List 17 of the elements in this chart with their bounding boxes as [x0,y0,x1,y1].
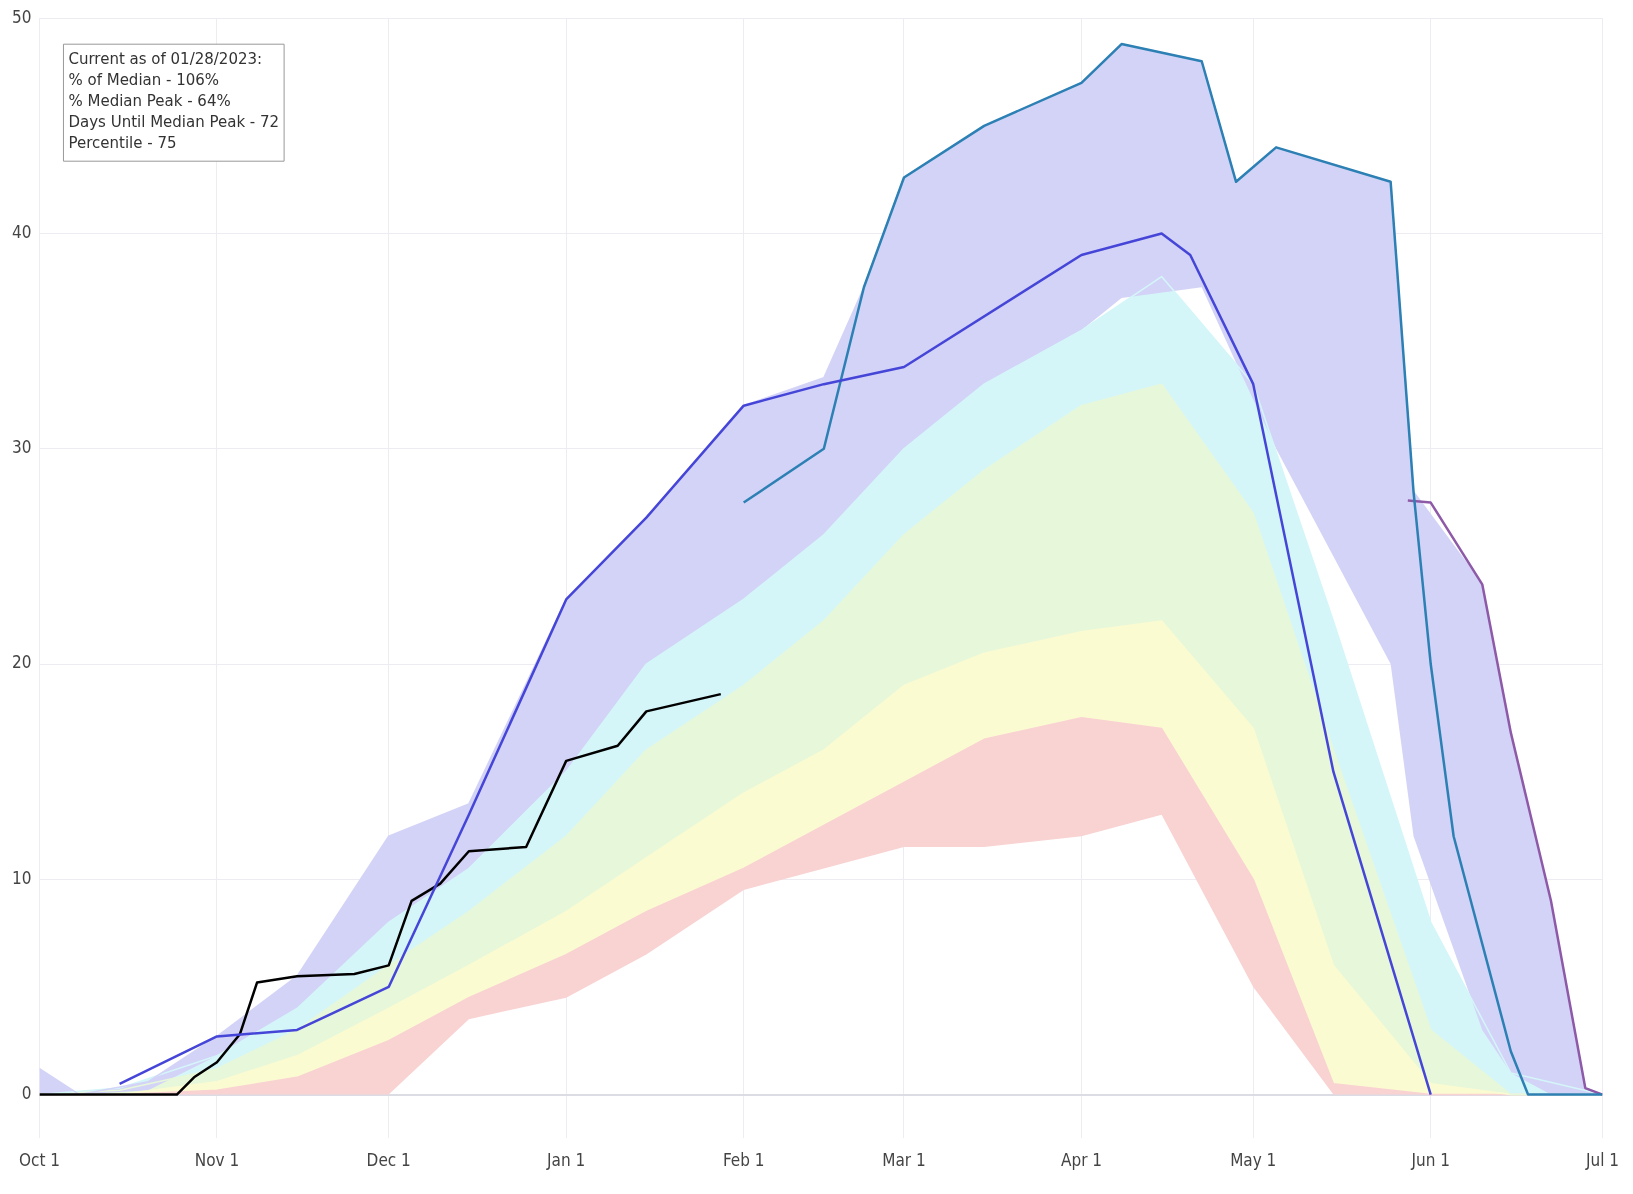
y-tick-label: 40 [11,221,32,242]
x-tick-label: Dec 1 [366,1150,411,1171]
x-tick-label: May 1 [1230,1150,1277,1171]
y-tick-label: 0 [21,1082,32,1103]
x-tick-label: Mar 1 [882,1150,926,1171]
x-tick-label: Oct 1 [18,1150,60,1171]
x-tick-label: Jun 1 [1410,1150,1450,1171]
x-tick-label: Jan 1 [546,1150,586,1171]
y-tick-label: 30 [11,437,32,458]
x-tick-label: Feb 1 [722,1150,765,1171]
y-tick-label: 10 [11,867,32,888]
annotation: Current as of 01/28/2023: % of Median - 106% % Median Peak - 64% Days Until Median Peak - 72 Percentile - 75 [68,50,280,153]
y-tick-label: 50 [11,6,32,27]
x-tick-label: Jul 1 [1584,1150,1619,1171]
y-tick-label: 20 [11,652,32,673]
x-tick-label: Apr 1 [1060,1150,1102,1171]
x-tick-label: Nov 1 [194,1150,240,1171]
